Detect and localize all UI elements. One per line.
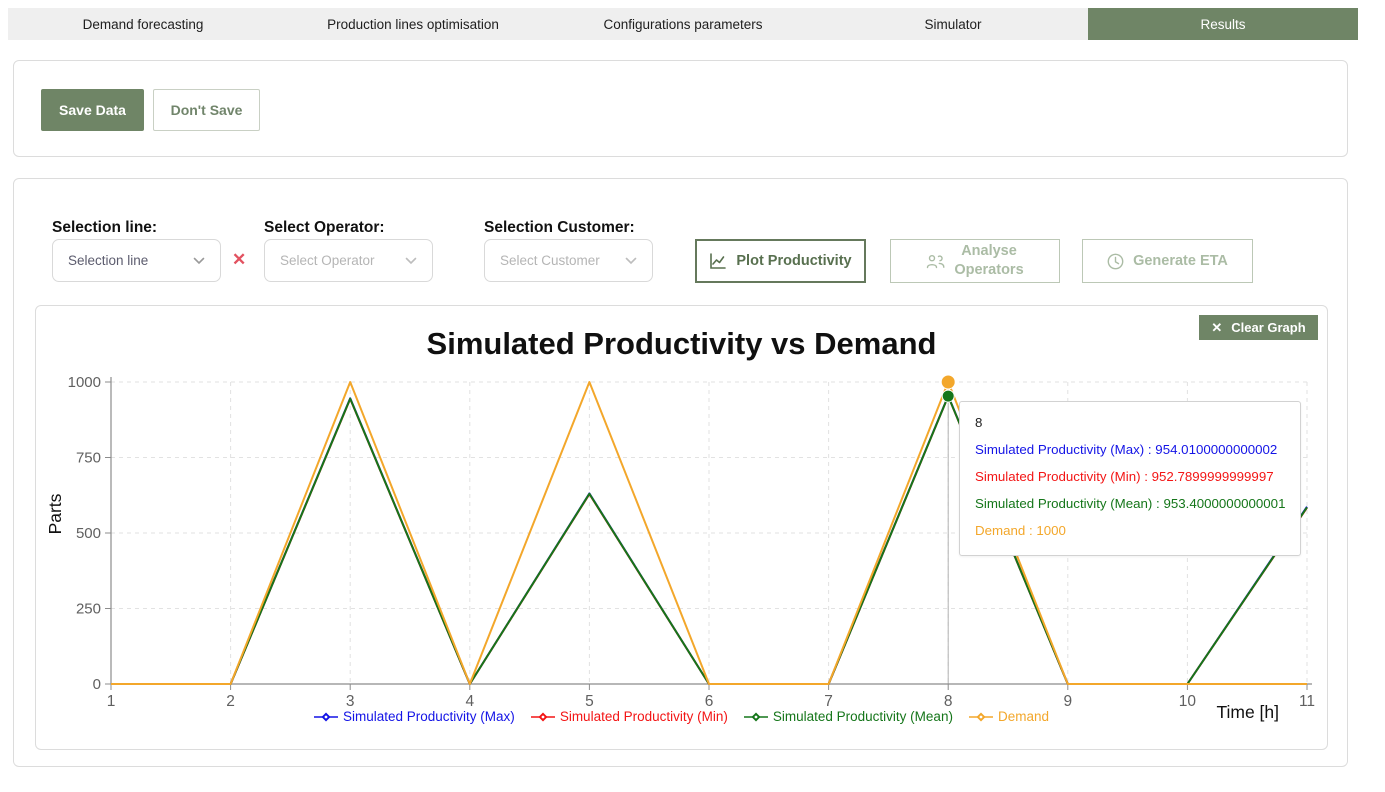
save-data-button[interactable]: Save Data bbox=[41, 89, 144, 131]
legend-label: Simulated Productivity (Mean) bbox=[772, 709, 953, 724]
clock-icon bbox=[1107, 253, 1124, 269]
x-tick-label: 3 bbox=[346, 693, 355, 709]
legend-item[interactable]: Demand bbox=[968, 709, 1049, 724]
analyse-operators-button[interactable]: Analyse Operators bbox=[890, 239, 1060, 283]
chart-tooltip: 8 Simulated Productivity (Max) : 954.010… bbox=[959, 401, 1302, 556]
x-tick-label: 1 bbox=[107, 693, 116, 709]
select-operator-label: Select Operator: bbox=[264, 219, 385, 236]
y-tick-label: 1000 bbox=[68, 374, 101, 391]
hover-marker bbox=[941, 389, 955, 403]
chevron-down-icon bbox=[625, 257, 637, 264]
tooltip-line: Simulated Productivity (Min) : 952.78999… bbox=[975, 469, 1274, 484]
plot-productivity-button[interactable]: Plot Productivity bbox=[695, 239, 866, 283]
selection-line-dropdown[interactable]: Selection line bbox=[52, 239, 221, 282]
chart-title: Simulated Productivity vs Demand bbox=[426, 326, 937, 361]
generate-eta-label: Generate ETA bbox=[1133, 253, 1228, 269]
x-tick-label: 4 bbox=[465, 693, 474, 709]
select-customer-value: Select Customer bbox=[500, 253, 600, 268]
tab-demand-forecasting[interactable]: Demand forecasting bbox=[82, 16, 204, 32]
analyse-operators-label: Analyse Operators bbox=[954, 243, 1024, 278]
top-nav: Demand forecasting Production lines optim… bbox=[8, 8, 1358, 40]
x-tick-label: 5 bbox=[585, 693, 594, 709]
legend-label: Simulated Productivity (Min) bbox=[559, 709, 728, 724]
tooltip-x-value: 8 bbox=[975, 415, 983, 430]
selection-line-label: Selection line: bbox=[52, 219, 158, 236]
select-operator-value: Select Operator bbox=[280, 253, 375, 268]
x-tick-label: 11 bbox=[1299, 693, 1315, 709]
hover-marker bbox=[940, 374, 956, 390]
tooltip-line: Demand : 1000 bbox=[975, 523, 1066, 538]
legend-marker-icon bbox=[743, 712, 768, 721]
tab-simulator[interactable]: Simulator bbox=[924, 16, 982, 32]
chevron-down-icon bbox=[193, 257, 205, 264]
series-line-demand bbox=[111, 381, 1307, 685]
legend-item[interactable]: Simulated Productivity (Max) bbox=[314, 709, 515, 724]
tooltip-line: Simulated Productivity (Max) : 954.01000… bbox=[975, 442, 1278, 457]
clear-line-selection-icon[interactable]: ✕ bbox=[232, 250, 247, 269]
y-tick-label: 250 bbox=[76, 601, 101, 618]
legend-marker-icon bbox=[530, 712, 555, 721]
productivity-chart: 0 250 500 750 1000 1 2 3 4 5 6 7 8 9 10 11 Parts bbox=[45, 374, 1315, 709]
close-icon: ✕ bbox=[1211, 319, 1223, 335]
x-tick-label: 10 bbox=[1179, 693, 1197, 709]
operators-people-icon bbox=[927, 254, 945, 268]
legend-marker-icon bbox=[968, 712, 993, 721]
legend-label: Simulated Productivity (Max) bbox=[343, 709, 515, 724]
generate-eta-button[interactable]: Generate ETA bbox=[1082, 239, 1253, 283]
y-tick-label: 0 bbox=[93, 676, 101, 693]
select-operator-dropdown[interactable]: Select Operator bbox=[264, 239, 433, 282]
chevron-down-icon bbox=[405, 257, 417, 264]
tooltip-line: Simulated Productivity (Mean) : 953.4000… bbox=[975, 496, 1286, 511]
legend-label: Demand bbox=[997, 709, 1049, 724]
x-tick-label: 9 bbox=[1063, 693, 1072, 709]
y-tick-label: 750 bbox=[76, 450, 101, 467]
x-tick-label: 6 bbox=[705, 693, 714, 709]
x-axis-label: Time [h] bbox=[1216, 702, 1279, 722]
dont-save-button[interactable]: Don't Save bbox=[153, 89, 260, 131]
legend-marker-icon bbox=[314, 712, 338, 721]
x-tick-label: 2 bbox=[226, 693, 235, 709]
tab-production-lines-optimisation[interactable]: Production lines optimisation bbox=[327, 16, 499, 32]
clear-graph-button[interactable]: ✕ Clear Graph bbox=[1199, 315, 1318, 340]
line-chart-icon bbox=[710, 252, 727, 269]
x-tick-label: 8 bbox=[944, 693, 953, 709]
y-tick-label: 500 bbox=[76, 525, 101, 542]
selection-customer-label: Selection Customer: bbox=[484, 219, 635, 236]
legend-item[interactable]: Simulated Productivity (Min) bbox=[530, 709, 728, 724]
chart-panel: ✕ Clear Graph Simulated Productivity vs … bbox=[35, 305, 1328, 750]
legend-item[interactable]: Simulated Productivity (Mean) bbox=[743, 709, 953, 724]
chart-legend: Simulated Productivity (Max) Simulated Pr… bbox=[36, 709, 1327, 724]
select-customer-dropdown[interactable]: Select Customer bbox=[484, 239, 653, 282]
y-axis-label: Parts bbox=[45, 493, 65, 534]
plot-productivity-label: Plot Productivity bbox=[736, 253, 852, 269]
tab-configurations-parameters[interactable]: Configurations parameters bbox=[603, 16, 763, 32]
selection-line-value: Selection line bbox=[68, 253, 149, 268]
clear-graph-label: Clear Graph bbox=[1231, 320, 1306, 335]
tab-results[interactable]: Results bbox=[1088, 8, 1358, 40]
x-tick-label: 7 bbox=[824, 693, 833, 709]
